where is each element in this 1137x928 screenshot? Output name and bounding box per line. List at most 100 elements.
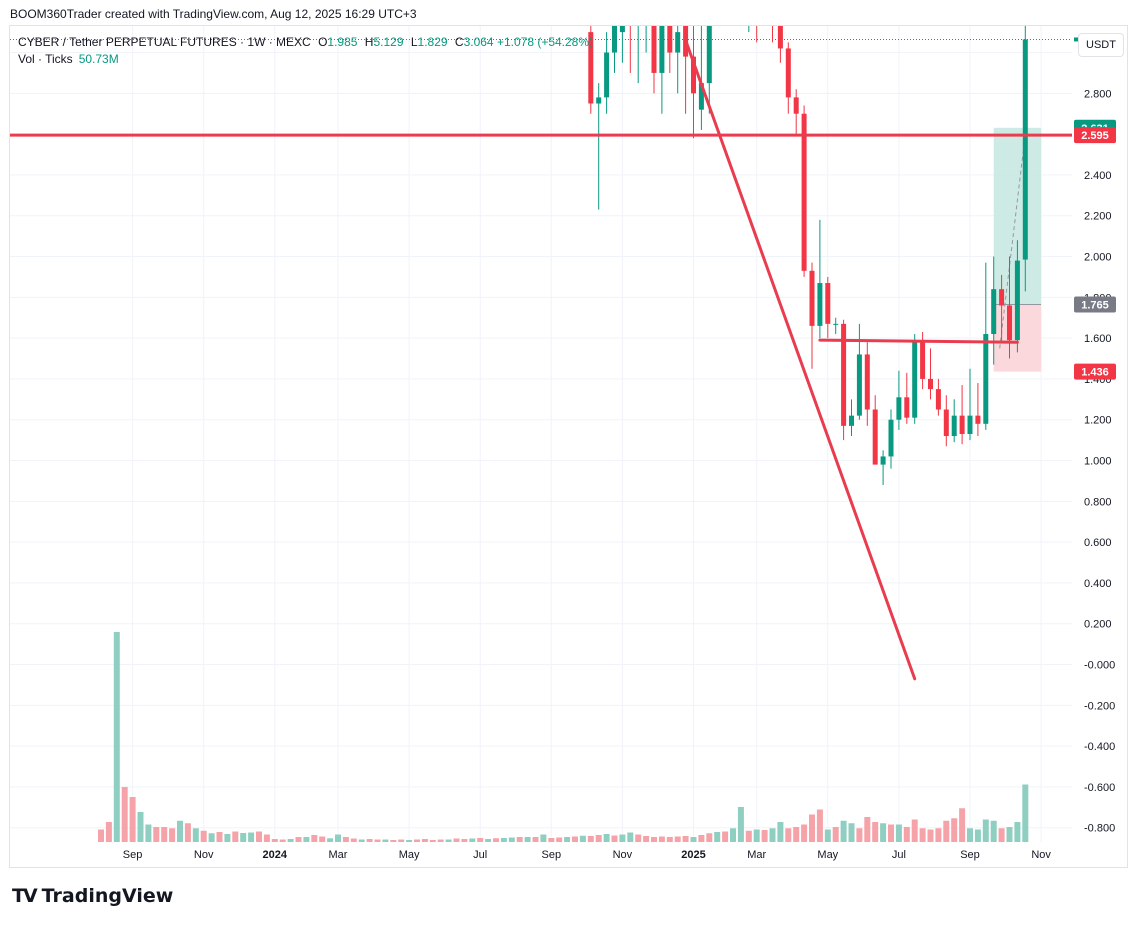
- chart-attribution: BOOM360Trader created with TradingView.c…: [10, 7, 417, 21]
- volume-bar: [730, 828, 736, 842]
- volume-bar: [216, 832, 223, 842]
- volume-bar: [682, 836, 689, 842]
- volume-bar: [524, 837, 531, 842]
- change-value: +1.078 (+54.28%): [496, 35, 594, 49]
- volume-bar: [287, 839, 294, 842]
- volume-bar: [714, 832, 721, 842]
- volume-bar: [564, 837, 571, 842]
- volume-bar: [706, 833, 713, 842]
- volume-bar: [627, 832, 634, 842]
- candle-body: [904, 397, 910, 418]
- volume-bar: [406, 840, 413, 842]
- y-tick-label: -0.400: [1084, 741, 1115, 753]
- volume-bar: [848, 823, 855, 842]
- volume-bar: [224, 834, 231, 842]
- volume-bar: [445, 839, 452, 842]
- chart-frame[interactable]: [9, 25, 1128, 868]
- volume-bar: [1006, 827, 1013, 842]
- open-label: O: [318, 35, 328, 49]
- volume-bar: [856, 828, 863, 842]
- candle-body: [706, 26, 712, 84]
- x-tick-label: Jul: [473, 849, 487, 861]
- candle-body: [636, 0, 641, 22]
- candle-body: [644, 0, 649, 12]
- volume-bar: [824, 829, 831, 842]
- candle-body: [983, 334, 989, 424]
- volume-bar: [809, 814, 815, 842]
- candle-body: [785, 48, 791, 98]
- y-tick-label: 1.000: [1084, 456, 1112, 468]
- x-tick-label: Sep: [123, 849, 143, 861]
- volume-bar: [919, 828, 926, 842]
- volume-bar: [477, 838, 484, 842]
- volume-bar: [959, 808, 966, 842]
- volume-bar: [184, 823, 191, 842]
- volume-bar: [145, 824, 152, 842]
- volume-bar: [398, 839, 405, 842]
- volume-bar: [358, 839, 365, 842]
- x-tick-label: May: [817, 849, 838, 861]
- volume-bar: [500, 838, 507, 842]
- volume-bar: [903, 827, 910, 842]
- candle-body: [1022, 39, 1028, 260]
- candle-body: [588, 32, 594, 104]
- support-line: [818, 338, 1019, 344]
- x-tick-label: Nov: [194, 849, 214, 861]
- volume-bar: [974, 829, 981, 842]
- volume-bar: [1014, 822, 1021, 842]
- y-tick-label: 2.000: [1084, 252, 1112, 264]
- volume-bar: [651, 837, 657, 842]
- candle-body: [746, 8, 751, 12]
- y-tick-label: -0.600: [1084, 782, 1115, 794]
- volume-bar: [366, 839, 373, 842]
- symbol-title[interactable]: CYBER / Tether PERPETUAL FUTURES · 1W · …: [18, 35, 311, 49]
- x-tick-label: Nov: [613, 849, 633, 861]
- x-tick-label: 2025: [681, 849, 705, 861]
- candle-body: [943, 409, 949, 437]
- candle-body: [872, 409, 878, 465]
- volume-bar: [888, 824, 894, 842]
- volume-bar: [240, 833, 247, 842]
- volume-bar: [911, 819, 918, 842]
- volume-bar: [295, 837, 302, 842]
- symbol-legend[interactable]: CYBER / Tether PERPETUAL FUTURES · 1W · …: [18, 35, 593, 49]
- volume-bar: [192, 828, 199, 842]
- volume-bar: [801, 824, 808, 842]
- y-tick-label: 2.400: [1084, 170, 1112, 182]
- candle-body: [809, 270, 815, 326]
- y-tick-label: -0.800: [1084, 823, 1115, 835]
- close-value: 3.064: [463, 35, 494, 49]
- candle-body: [612, 26, 617, 53]
- volume-bar: [990, 820, 997, 842]
- tradingview-logo[interactable]: 𝗧V TradingView: [12, 885, 173, 907]
- candle-body: [675, 32, 681, 53]
- volume-legend[interactable]: Vol · Ticks 50.73M: [18, 52, 119, 66]
- volume-bar: [643, 836, 650, 842]
- volume-bar: [311, 835, 318, 842]
- volume-bar: [603, 834, 610, 842]
- candle-body: [991, 289, 997, 335]
- currency-button[interactable]: USDT: [1078, 33, 1124, 57]
- volume-bar: [635, 834, 642, 842]
- volume-bar: [508, 837, 515, 842]
- tradingview-wordmark: TradingView: [41, 885, 174, 907]
- candle-body: [793, 97, 799, 114]
- volume-bar: [982, 819, 989, 842]
- volume-bar: [745, 830, 752, 842]
- price-badge: [1074, 296, 1116, 313]
- volume-bar: [556, 837, 563, 842]
- volume-bar: [350, 838, 357, 842]
- candle-body: [975, 415, 981, 424]
- volume-bar: [816, 809, 823, 842]
- candle-body: [856, 354, 862, 416]
- candle-body: [935, 389, 941, 410]
- long-position-path: [999, 134, 1026, 349]
- volume-bar: [516, 837, 523, 842]
- volume-bar: [690, 837, 697, 842]
- candle-body: [604, 52, 610, 98]
- volume-bar: [548, 838, 555, 842]
- candle-body: [659, 26, 665, 73]
- candle-body: [880, 456, 886, 465]
- candle-body: [833, 323, 839, 325]
